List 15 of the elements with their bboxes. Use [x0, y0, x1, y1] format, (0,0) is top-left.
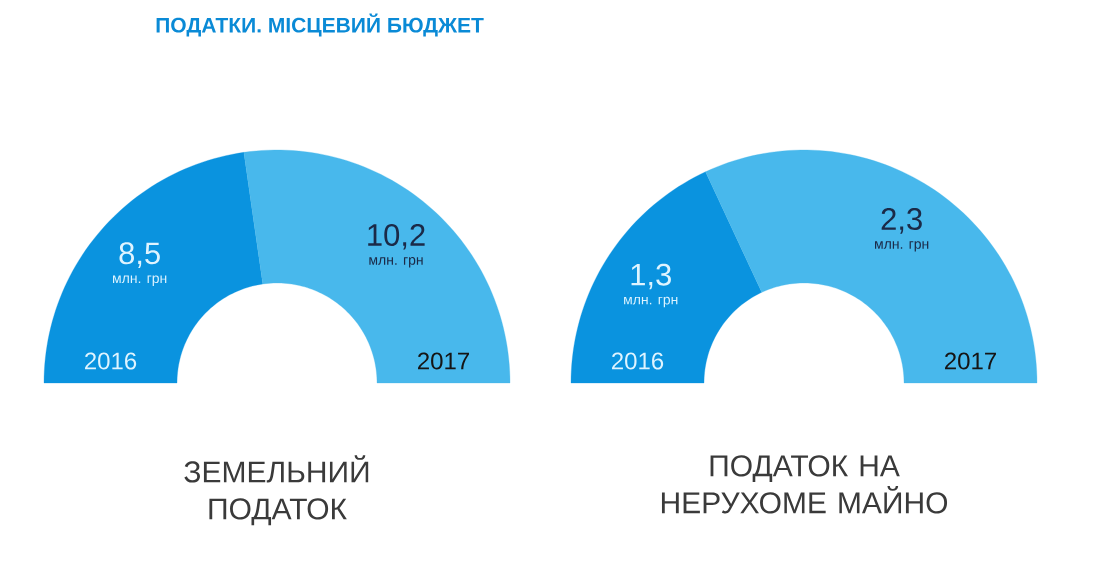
text: млн. грн	[113, 275, 167, 286]
text: ПОДАТОК НА НЕРУХОМЕ МАЙНО	[661, 455, 948, 514]
slice-label: 2017	[945, 352, 996, 370]
data-label: 8,5	[119, 242, 160, 268]
data-label: 10,2	[368, 223, 425, 250]
slice-label: 2016	[612, 352, 664, 370]
data-label: 2,3	[881, 208, 922, 234]
slice-label: 2016	[85, 352, 137, 370]
text: ЗЕМЕЛЬНИЙ ПОДАТОК	[184, 455, 369, 526]
text: млн. грн	[875, 241, 929, 252]
text: млн. грн	[369, 257, 423, 268]
slice-label: 2017	[418, 352, 469, 370]
text: млн. грн	[624, 296, 678, 308]
chart-title: ПОДАТКИ. МІСЦЕВИЙ БЮДЖЕТ	[156, 13, 484, 37]
data-label: 1,3	[631, 263, 671, 290]
